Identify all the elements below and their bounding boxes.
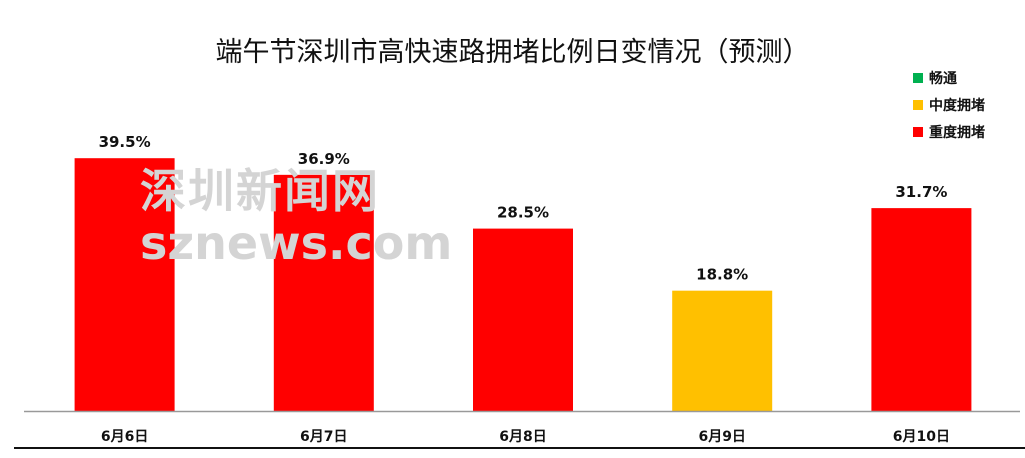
watermark: 深圳新闻网 sznews.com <box>140 165 452 269</box>
data-label: 31.7% <box>895 183 947 201</box>
x-tick-label: 6月8日 <box>499 429 546 445</box>
x-tick-label: 6月7日 <box>300 429 347 445</box>
bar <box>473 228 573 411</box>
legend-label: 中度拥堵 <box>929 97 985 114</box>
chart-title: 端午节深圳市高快速路拥堵比例日变情况（预测） <box>215 37 810 68</box>
legend-item: 重度拥堵 <box>913 118 985 145</box>
legend-label: 畅通 <box>929 70 957 87</box>
bottom-border <box>14 447 1025 449</box>
bar <box>871 208 972 411</box>
legend: 畅通 中度拥堵 重度拥堵 <box>913 64 985 145</box>
x-tick-label: 6月6日 <box>101 429 148 445</box>
x-tick-label: 6月10日 <box>893 429 950 445</box>
data-label: 28.5% <box>497 204 549 222</box>
x-tick-label: 6月9日 <box>698 429 745 445</box>
legend-swatch <box>913 126 923 137</box>
legend-item: 畅通 <box>913 64 985 91</box>
legend-label: 重度拥堵 <box>929 124 985 141</box>
watermark-url: sznews.com <box>140 216 453 270</box>
data-label: 36.9% <box>298 150 350 168</box>
legend-swatch <box>913 72 923 83</box>
legend-item: 中度拥堵 <box>913 91 985 118</box>
bar <box>273 174 374 411</box>
watermark-text: 深圳新闻网 <box>140 164 380 218</box>
data-label: 18.8% <box>696 266 748 284</box>
bar <box>74 158 175 411</box>
data-label: 39.5% <box>99 133 151 151</box>
legend-swatch <box>913 99 923 110</box>
bar <box>672 290 773 411</box>
